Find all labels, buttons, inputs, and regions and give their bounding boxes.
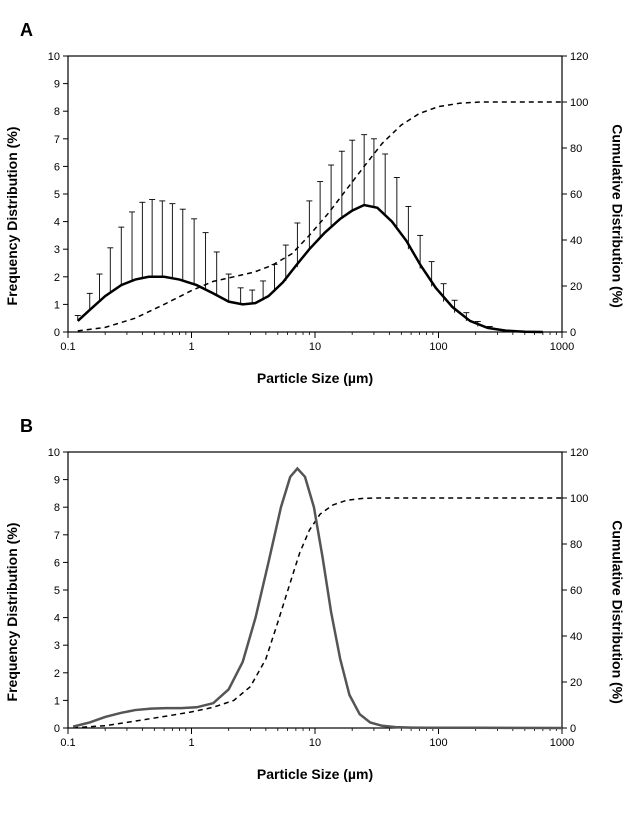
- svg-text:8: 8: [54, 502, 60, 514]
- svg-text:10: 10: [48, 51, 60, 63]
- svg-text:0.1: 0.1: [60, 341, 75, 353]
- svg-text:10: 10: [309, 341, 321, 353]
- svg-text:0: 0: [54, 723, 60, 735]
- chart-a-y-right-label: Cumulative Distribution (%): [610, 124, 626, 308]
- svg-text:100: 100: [429, 737, 447, 749]
- svg-text:2: 2: [54, 668, 60, 680]
- svg-text:0.1: 0.1: [60, 737, 75, 749]
- svg-text:20: 20: [570, 677, 582, 689]
- svg-text:7: 7: [54, 134, 60, 146]
- svg-text:80: 80: [570, 539, 582, 551]
- svg-text:1000: 1000: [550, 341, 574, 353]
- svg-text:0: 0: [570, 723, 576, 735]
- svg-text:100: 100: [429, 341, 447, 353]
- panel-a: A Frequency Distribution (%) Cumulative …: [20, 20, 610, 386]
- chart-a-x-label: Particle Size (µm): [20, 370, 610, 386]
- chart-a-svg: 0123456789100204060801001200.11101001000: [20, 46, 610, 366]
- svg-text:6: 6: [54, 161, 60, 173]
- svg-text:1: 1: [188, 341, 194, 353]
- svg-text:100: 100: [570, 97, 588, 109]
- svg-text:80: 80: [570, 143, 582, 155]
- svg-text:20: 20: [570, 281, 582, 293]
- svg-text:0: 0: [54, 327, 60, 339]
- svg-text:40: 40: [570, 235, 582, 247]
- svg-text:10: 10: [309, 737, 321, 749]
- svg-text:60: 60: [570, 189, 582, 201]
- chart-a-wrap: Frequency Distribution (%) Cumulative Di…: [20, 46, 610, 386]
- svg-text:7: 7: [54, 530, 60, 542]
- svg-text:120: 120: [570, 447, 588, 459]
- svg-text:60: 60: [570, 585, 582, 597]
- panel-b: B Frequency Distribution (%) Cumulative …: [20, 416, 610, 782]
- chart-b-y-right-label: Cumulative Distribution (%): [610, 520, 626, 704]
- svg-text:1: 1: [188, 737, 194, 749]
- svg-text:5: 5: [54, 585, 60, 597]
- chart-a-y-left-label: Frequency Distribution (%): [4, 127, 20, 306]
- svg-text:9: 9: [54, 79, 60, 91]
- svg-text:0: 0: [570, 327, 576, 339]
- chart-b-wrap: Frequency Distribution (%) Cumulative Di…: [20, 442, 610, 782]
- svg-text:3: 3: [54, 244, 60, 256]
- chart-b-svg: 0123456789100204060801001200.11101001000: [20, 442, 610, 762]
- svg-text:9: 9: [54, 475, 60, 487]
- chart-b-x-label: Particle Size (µm): [20, 766, 610, 782]
- svg-text:5: 5: [54, 189, 60, 201]
- panel-b-label: B: [20, 416, 610, 437]
- svg-text:3: 3: [54, 640, 60, 652]
- svg-text:40: 40: [570, 631, 582, 643]
- chart-b-y-left-label: Frequency Distribution (%): [4, 523, 20, 702]
- svg-text:4: 4: [54, 613, 60, 625]
- svg-text:1000: 1000: [550, 737, 574, 749]
- svg-text:1: 1: [54, 299, 60, 311]
- svg-text:100: 100: [570, 493, 588, 505]
- svg-text:120: 120: [570, 51, 588, 63]
- panel-a-label: A: [20, 20, 610, 41]
- svg-text:1: 1: [54, 695, 60, 707]
- svg-text:10: 10: [48, 447, 60, 459]
- svg-text:6: 6: [54, 557, 60, 569]
- svg-text:2: 2: [54, 272, 60, 284]
- svg-text:4: 4: [54, 217, 60, 229]
- svg-text:8: 8: [54, 106, 60, 118]
